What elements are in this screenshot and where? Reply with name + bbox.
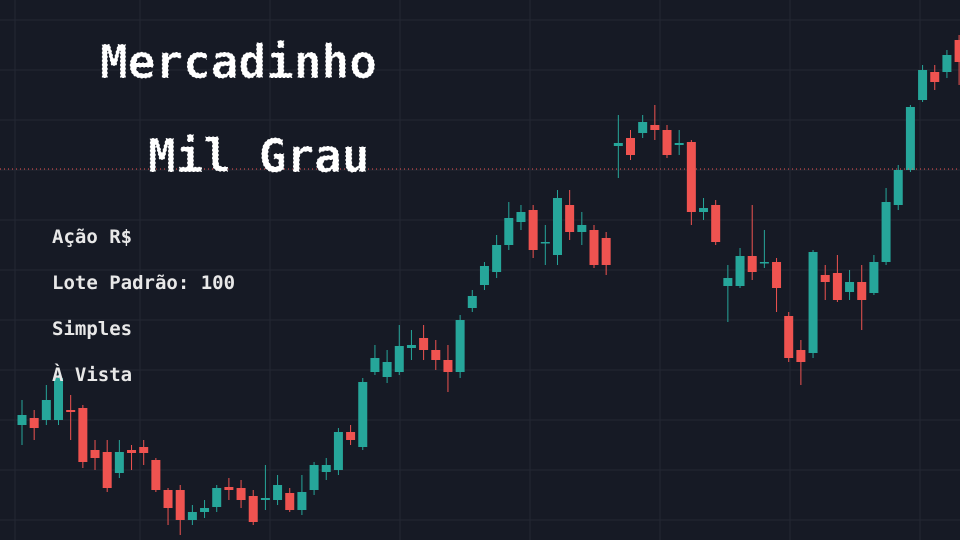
candle-body: [212, 488, 222, 507]
candle-body: [175, 490, 185, 520]
candle-body: [759, 262, 769, 264]
candle-body: [857, 282, 867, 300]
candle-body: [321, 465, 331, 472]
title-line: Mercadinho: [100, 35, 377, 89]
annotation: Lote Padrão: 100: [52, 272, 235, 294]
candle-body: [114, 452, 124, 473]
candle-body: [893, 170, 903, 205]
candle-body: [918, 70, 928, 100]
candle-body: [467, 296, 477, 308]
candle-body: [419, 338, 429, 350]
annotation: À Vista: [52, 363, 132, 386]
candle-body: [504, 218, 514, 245]
candle-body: [394, 346, 404, 372]
candle-body: [102, 452, 112, 488]
candle-body: [260, 498, 270, 500]
candle-body: [151, 460, 161, 490]
candle-body: [674, 143, 684, 145]
candle-body: [772, 262, 782, 288]
candle-body: [236, 488, 246, 500]
candle-body: [565, 205, 575, 232]
candle-body: [820, 275, 830, 282]
candle-body: [638, 122, 648, 133]
candle-body: [406, 345, 416, 348]
candle-body: [187, 512, 197, 520]
candle-body: [358, 382, 368, 447]
title-line: Mil Grau: [148, 129, 370, 183]
candle-body: [455, 320, 465, 372]
candle-body: [686, 142, 696, 212]
candle-body: [735, 256, 745, 286]
candle-body: [90, 450, 100, 458]
candles: [0, 35, 960, 535]
candle-body: [297, 492, 307, 510]
candle-body: [832, 273, 842, 300]
annotation: Simples: [52, 318, 132, 340]
candle-body: [930, 72, 940, 82]
candle-body: [613, 143, 623, 146]
candle-body: [443, 360, 453, 372]
candle-body: [54, 378, 64, 420]
candle-body: [370, 358, 380, 372]
candle-body: [78, 408, 88, 462]
candle-body: [66, 410, 76, 412]
candle-body: [309, 465, 319, 490]
candle-body: [796, 350, 806, 362]
candle-body: [285, 493, 295, 510]
annotation: Ação R$: [52, 226, 132, 248]
candle-body: [17, 415, 27, 425]
candle-body: [516, 212, 526, 222]
candle-body: [41, 400, 51, 420]
candle-body: [29, 418, 39, 428]
candle-body: [479, 266, 489, 285]
candle-body: [711, 205, 721, 242]
candle-body: [881, 202, 891, 262]
candle-body: [273, 485, 283, 500]
candle-body: [869, 262, 879, 293]
candle-body: [650, 125, 660, 130]
candle-body: [492, 245, 502, 272]
candle-body: [942, 55, 952, 72]
candle-body: [540, 242, 550, 244]
candle-body: [333, 432, 343, 470]
candle-body: [163, 490, 173, 508]
candle-body: [589, 230, 599, 265]
candle-body: [723, 278, 733, 286]
candle-body: [954, 40, 960, 62]
candle-body: [127, 450, 137, 453]
candle-body: [784, 316, 794, 358]
candle-body: [905, 107, 915, 170]
candle-body: [699, 208, 709, 212]
candle-body: [747, 256, 757, 272]
candle-body: [224, 487, 234, 490]
candle-body: [601, 238, 611, 265]
candle-body: [626, 138, 635, 155]
candle-body: [808, 252, 818, 353]
candle-body: [845, 282, 855, 292]
candle-body: [528, 210, 538, 250]
candle-body: [248, 496, 258, 522]
candle-body: [552, 198, 562, 255]
candle-body: [382, 362, 392, 377]
candle-body: [577, 225, 587, 232]
candle-body: [662, 130, 672, 155]
candle-body: [139, 447, 149, 453]
candle-body: [431, 350, 441, 360]
candle-body: [346, 432, 356, 440]
candle-body: [200, 508, 210, 512]
